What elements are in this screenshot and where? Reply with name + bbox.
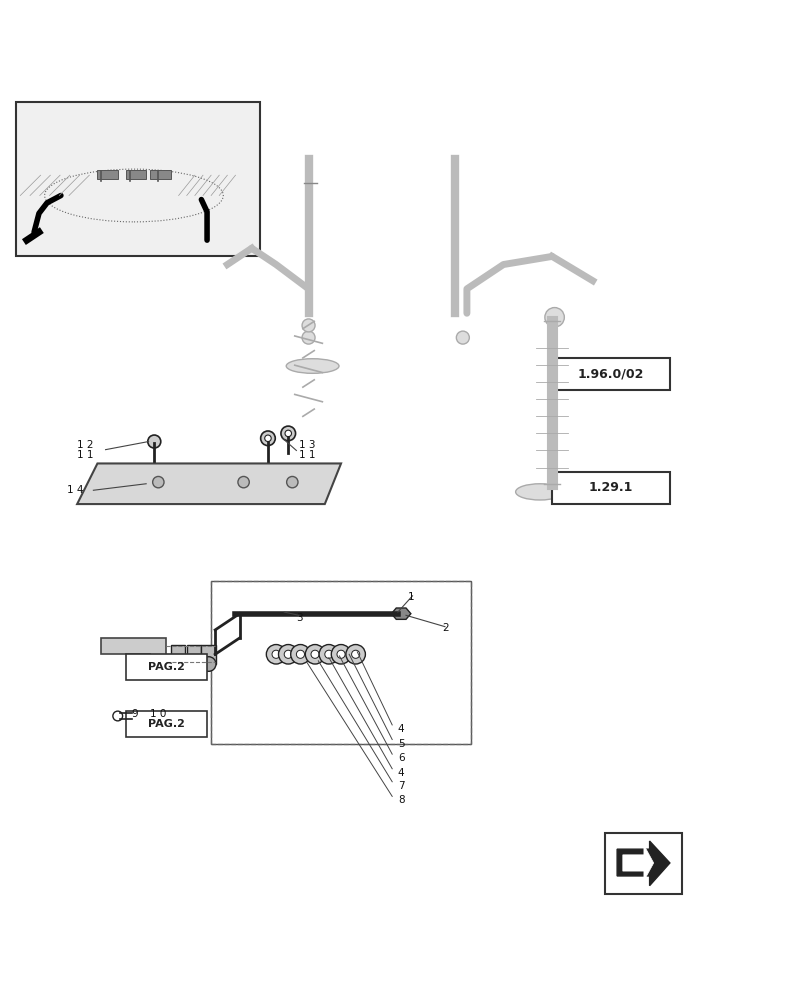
Text: 4: 4	[397, 768, 404, 778]
Text: 6: 6	[397, 753, 404, 763]
Circle shape	[290, 645, 310, 664]
Circle shape	[319, 645, 338, 664]
Circle shape	[351, 650, 359, 658]
Circle shape	[302, 319, 315, 332]
Circle shape	[345, 645, 365, 664]
Bar	[97, 170, 118, 179]
Text: 1 2: 1 2	[77, 440, 93, 450]
Polygon shape	[77, 463, 341, 504]
Text: 1 4: 1 4	[67, 485, 83, 495]
Circle shape	[201, 657, 216, 671]
Bar	[16, 102, 260, 256]
Text: 1 1: 1 1	[77, 450, 93, 460]
Bar	[187, 645, 201, 664]
Polygon shape	[101, 638, 166, 671]
Circle shape	[187, 657, 201, 671]
Text: 9: 9	[131, 709, 138, 719]
Bar	[211, 581, 470, 744]
Bar	[201, 645, 216, 664]
Circle shape	[311, 650, 319, 658]
Circle shape	[324, 650, 333, 658]
Circle shape	[296, 650, 304, 658]
Circle shape	[260, 431, 275, 446]
Bar	[150, 170, 170, 179]
Polygon shape	[622, 845, 653, 881]
Text: 7: 7	[397, 781, 404, 791]
Circle shape	[286, 476, 298, 488]
Circle shape	[152, 476, 164, 488]
Circle shape	[278, 645, 298, 664]
Circle shape	[272, 650, 280, 658]
Text: 4: 4	[397, 724, 404, 734]
Circle shape	[238, 476, 249, 488]
Circle shape	[456, 331, 469, 344]
Circle shape	[331, 645, 350, 664]
Circle shape	[285, 430, 291, 437]
Text: 3: 3	[296, 613, 303, 623]
Circle shape	[284, 650, 292, 658]
Circle shape	[264, 435, 271, 442]
Text: 1 3: 1 3	[298, 440, 315, 450]
Text: 1.29.1: 1.29.1	[588, 481, 633, 494]
Circle shape	[266, 645, 285, 664]
Bar	[170, 645, 185, 664]
Bar	[126, 654, 207, 680]
Text: 5: 5	[397, 739, 404, 749]
Ellipse shape	[286, 359, 339, 373]
Polygon shape	[391, 608, 410, 619]
Bar	[551, 472, 669, 504]
Polygon shape	[616, 841, 669, 886]
Circle shape	[544, 308, 564, 327]
Text: PAG.2: PAG.2	[148, 662, 185, 672]
Bar	[126, 170, 146, 179]
Circle shape	[337, 650, 345, 658]
Circle shape	[281, 426, 295, 441]
Text: PAG.2: PAG.2	[148, 719, 185, 729]
Bar	[126, 711, 207, 737]
Circle shape	[148, 435, 161, 448]
Text: 2: 2	[442, 623, 448, 633]
Circle shape	[302, 331, 315, 344]
Text: 1: 1	[407, 592, 414, 602]
Text: 1.96.0/02: 1.96.0/02	[577, 368, 643, 381]
Text: 1 1: 1 1	[298, 450, 315, 460]
Text: 1 0: 1 0	[150, 709, 166, 719]
Bar	[604, 833, 681, 894]
Bar	[211, 581, 470, 744]
Bar	[551, 358, 669, 390]
Circle shape	[170, 657, 185, 671]
Text: 8: 8	[397, 795, 404, 805]
Circle shape	[305, 645, 324, 664]
Ellipse shape	[515, 484, 564, 500]
